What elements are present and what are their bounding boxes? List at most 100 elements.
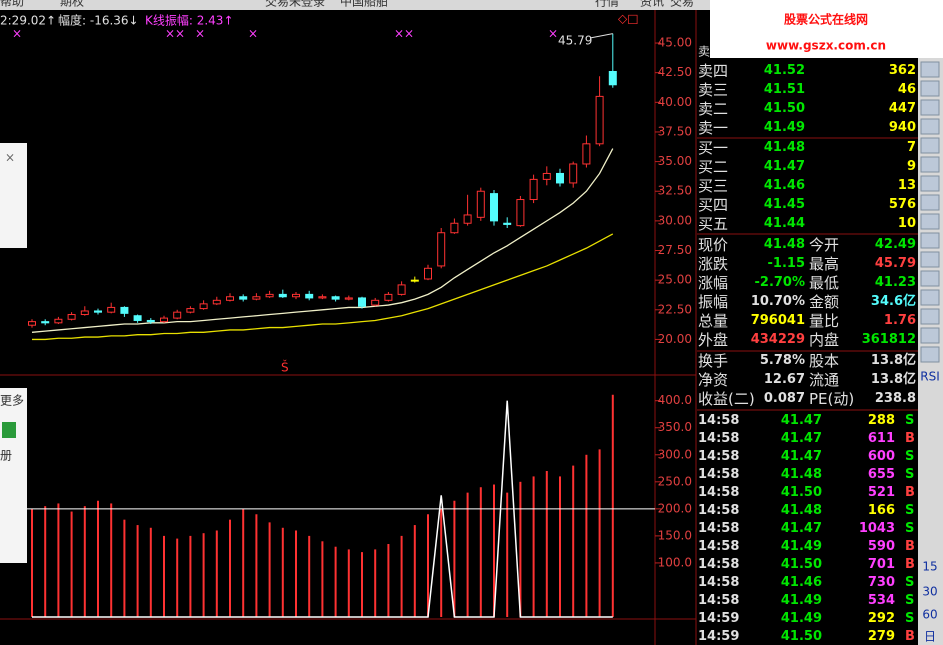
more-link[interactable]: 更多	[0, 394, 24, 408]
candle-body	[529, 178, 538, 201]
y-tick-label: 37.50	[658, 124, 692, 138]
moving-average	[31, 148, 614, 333]
quote-value: -1.15	[767, 256, 805, 271]
quote-value: 5.78%	[759, 353, 805, 368]
quote-value: 1.76	[883, 313, 916, 328]
tool-label[interactable]: 30	[922, 585, 937, 599]
tick-price: 41.46	[780, 575, 822, 590]
svg-text:×: ×	[248, 27, 258, 41]
tick-volume: 521	[867, 485, 895, 500]
y-tick-label: 250.0	[658, 474, 692, 488]
tick-time: 14:58	[698, 557, 740, 572]
tool-icon[interactable]	[920, 308, 940, 325]
tool-icon[interactable]	[920, 346, 940, 363]
book-volume: 9	[906, 159, 916, 174]
volume-bar	[149, 527, 152, 617]
volume-bar	[70, 511, 73, 617]
tick-price: 41.50	[780, 557, 822, 572]
book-link[interactable]: 册	[0, 449, 12, 463]
candle-body	[80, 310, 89, 316]
tick-volume: 279	[867, 629, 895, 644]
svg-text:×: ×	[175, 27, 185, 41]
menu-item[interactable]: 交易未登录	[265, 0, 325, 9]
volume-bar	[163, 535, 165, 617]
tool-icon[interactable]	[920, 251, 940, 268]
watermark-title: 股票公式在线网	[784, 12, 868, 27]
volume-bar	[440, 508, 443, 617]
close-button[interactable]: ×	[5, 151, 15, 165]
book-price: 41.45	[763, 197, 805, 212]
menu-item[interactable]: 交易	[670, 0, 694, 9]
svg-text:×: ×	[195, 27, 205, 41]
tick-price: 41.47	[780, 449, 822, 464]
quote-label: 换手	[698, 352, 729, 370]
tick-time: 14:58	[698, 449, 740, 464]
book-volume: 447	[888, 101, 916, 116]
book-volume: 46	[897, 82, 916, 97]
candle-body	[173, 311, 182, 319]
tool-icon[interactable]	[920, 270, 940, 287]
quote-value: 238.8	[874, 391, 916, 406]
tool-icon[interactable]	[920, 232, 940, 249]
tool-icon[interactable]	[920, 175, 940, 192]
tick-volume: 1043	[858, 521, 895, 536]
book-side: 卖四	[698, 62, 729, 80]
quote-label: 金额	[809, 293, 840, 311]
amplitude-info: K线振幅: 2.43↑	[145, 13, 234, 28]
book-price: 41.50	[763, 101, 805, 116]
menu-item[interactable]: 帮助	[0, 0, 24, 9]
quote-label: 净资	[698, 371, 729, 389]
candle-body	[371, 299, 380, 306]
quote-label: 最低	[809, 274, 840, 292]
tick-price: 41.47	[780, 521, 822, 536]
tool-label[interactable]: 日	[924, 630, 936, 644]
menu-item[interactable]: 行情	[595, 0, 619, 9]
tool-icon[interactable]	[920, 137, 940, 154]
candle-body	[28, 321, 36, 326]
volume-bar	[229, 519, 231, 617]
volume-bar	[400, 535, 403, 617]
tool-icon[interactable]	[920, 327, 940, 344]
markers: × × × × × × × ×	[12, 27, 558, 41]
tick-flag: S	[905, 521, 915, 536]
menu-item[interactable]: 中国船舶	[340, 0, 388, 9]
y-tick-label: 42.50	[658, 65, 692, 79]
book-price: 41.48	[763, 140, 805, 155]
tool-icon[interactable]	[920, 156, 940, 173]
tool-label[interactable]: 15	[922, 560, 937, 574]
sidebar-popup	[0, 143, 27, 248]
book-price: 41.47	[763, 159, 805, 174]
tick-volume: 166	[867, 503, 895, 518]
candle-body	[542, 172, 551, 180]
tool-label[interactable]: 60	[922, 608, 937, 622]
candle-body	[384, 293, 393, 301]
candle-body	[305, 293, 314, 299]
quote-value: 796041	[750, 313, 805, 328]
book-side: 买二	[698, 158, 729, 176]
tool-icon[interactable]	[920, 289, 940, 306]
tool-icon[interactable]	[920, 194, 940, 211]
menu-item[interactable]: 资讯	[640, 0, 664, 9]
app-icon	[2, 422, 16, 438]
volume-bar	[466, 492, 469, 617]
book-volume: 362	[888, 63, 916, 78]
tool-icon[interactable]	[920, 118, 940, 135]
tool-icon[interactable]	[920, 80, 940, 97]
watermark-box	[710, 0, 943, 58]
tool-icon[interactable]	[920, 99, 940, 116]
volume-bar	[559, 476, 561, 617]
book-side: 卖二	[698, 100, 729, 118]
candle-body	[146, 319, 155, 323]
menu-item[interactable]: 期权	[60, 0, 84, 9]
volume-bar	[321, 541, 324, 617]
tick-volume: 655	[867, 467, 895, 482]
y-tick-label: 150.0	[658, 528, 692, 542]
quote-label: 涨幅	[698, 274, 729, 292]
tick-flag: B	[905, 629, 915, 644]
candle-body	[463, 214, 472, 224]
volume-bar	[374, 549, 377, 617]
tool-label[interactable]: RSI	[920, 370, 940, 384]
tool-icon[interactable]	[920, 61, 940, 78]
tool-icon[interactable]	[920, 213, 940, 230]
volume-bar	[189, 535, 192, 617]
